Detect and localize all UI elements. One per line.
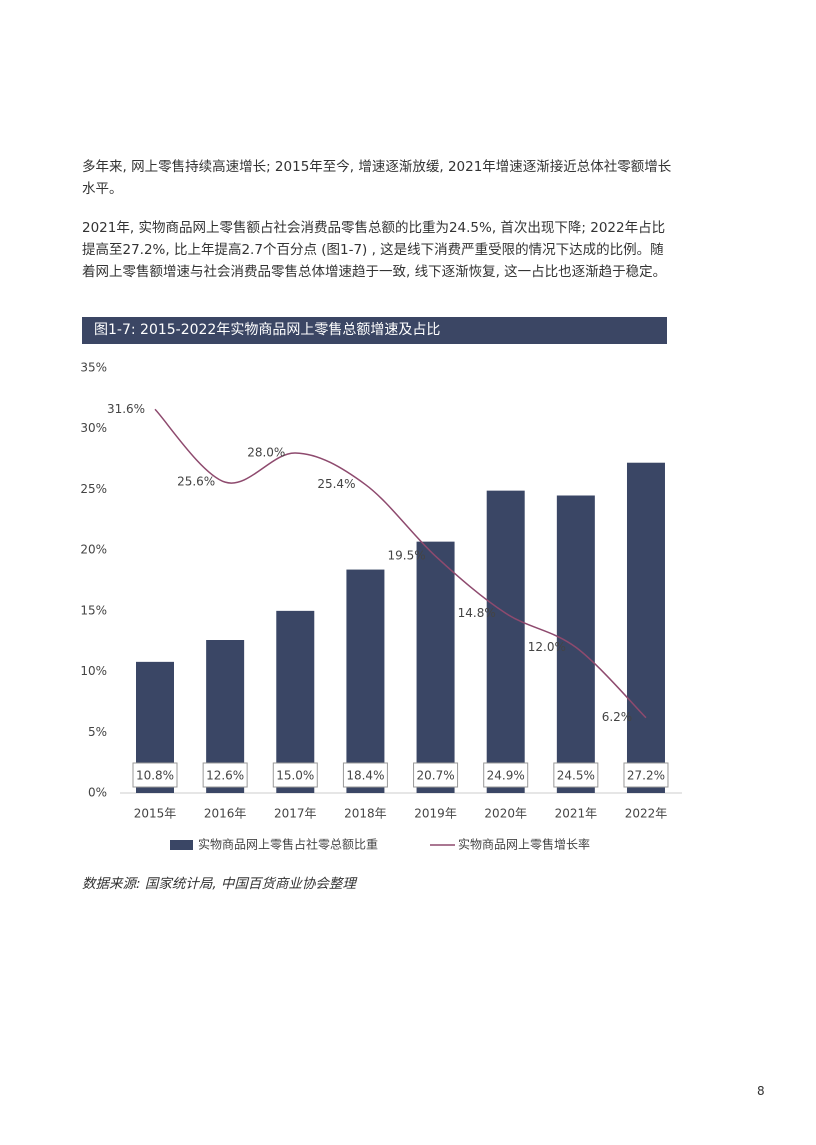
source-note: 数据来源: 国家统计局, 中国百货商业协会整理 — [82, 876, 356, 892]
line — [154, 408, 647, 719]
value-label: 18.4% — [346, 769, 384, 783]
bar — [556, 495, 595, 793]
legend-label: 实物商品网上零售占社零总额比重 — [198, 837, 378, 852]
value-label-box — [483, 762, 529, 788]
paragraph: 2021年, 实物商品网上零售额占社会消费品零售总额的比重为24.5%, 首次出… — [82, 220, 667, 280]
x-tick-label: 2017年 — [274, 807, 317, 821]
value-label: 6.2% — [602, 710, 633, 724]
bar — [626, 462, 665, 793]
value-label: 10.8% — [136, 769, 174, 783]
bar — [486, 490, 525, 793]
page-number: 8 — [757, 1084, 765, 1098]
paragraph: 多年来, 网上零售持续高速增长; 2015年至今, 增速逐渐放缓, 2021年增… — [82, 159, 672, 197]
chart-title: 图1-7: 2015-2022年实物商品网上零售总额增速及占比 — [82, 317, 667, 344]
value-label: 24.5% — [557, 769, 595, 783]
y-tick-label: 10% — [80, 664, 107, 678]
value-label: 31.6% — [107, 402, 145, 416]
value-label: 19.5% — [387, 549, 425, 563]
value-label: 25.6% — [177, 475, 215, 489]
y-tick-label: 15% — [80, 603, 107, 617]
value-label-box — [342, 762, 388, 788]
x-tick-label: 2018年 — [344, 807, 387, 821]
value-label-box — [623, 762, 669, 788]
value-label-box — [272, 762, 318, 788]
legend-label: 实物商品网上零售增长率 — [458, 837, 590, 852]
value-label: 12.6% — [206, 769, 244, 783]
y-tick-label: 25% — [80, 482, 107, 496]
value-label: 28.0% — [247, 446, 285, 460]
value-label-box — [202, 762, 248, 788]
bar — [346, 569, 385, 793]
x-tick-label: 2022年 — [625, 807, 668, 821]
y-tick-label: 0% — [88, 786, 107, 800]
x-tick-label: 2015年 — [134, 807, 177, 821]
value-label: 20.7% — [416, 769, 454, 783]
y-tick-label: 20% — [80, 543, 107, 557]
value-label: 15.0% — [276, 769, 314, 783]
value-label-box — [553, 762, 599, 788]
value-label: 24.9% — [487, 769, 525, 783]
value-label-box — [132, 762, 178, 788]
x-tick-label: 2016年 — [204, 807, 247, 821]
value-label: 25.4% — [317, 477, 355, 491]
value-label: 12.0% — [528, 640, 566, 654]
value-label-box — [413, 762, 459, 788]
value-label: 27.2% — [627, 769, 665, 783]
y-tick-label: 5% — [88, 725, 107, 739]
bar — [416, 541, 455, 793]
y-tick-label: 35% — [80, 361, 107, 375]
x-tick-label: 2020年 — [484, 807, 527, 821]
value-label: 14.8% — [458, 606, 496, 620]
legend-swatch — [170, 840, 193, 850]
x-tick-label: 2019年 — [414, 807, 457, 821]
chart: 0% 5% 10% 15% 20% 25% 30% 35% 2015年 2016年 2017年 201… — [80, 361, 682, 852]
x-tick-label: 2021年 — [555, 807, 598, 821]
y-tick-label: 30% — [80, 421, 107, 435]
